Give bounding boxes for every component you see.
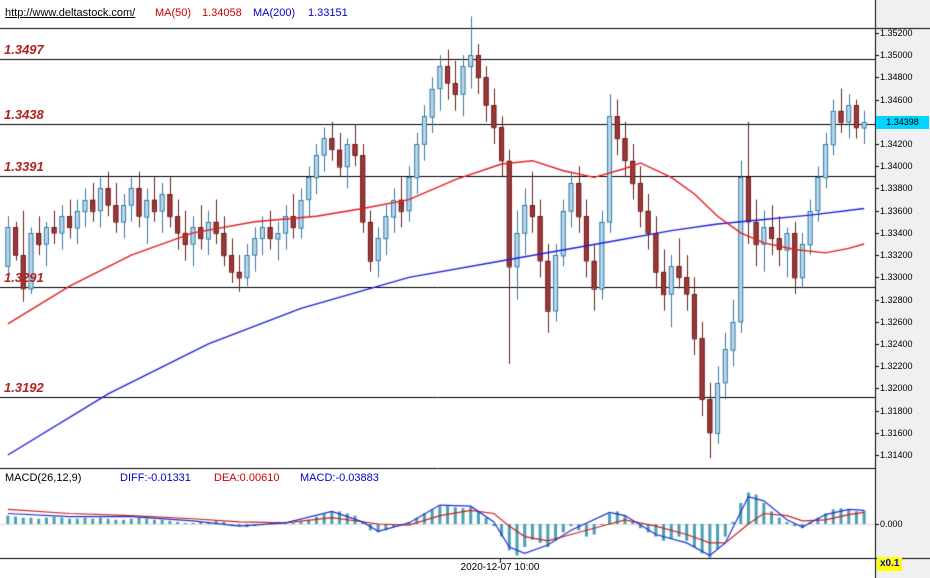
support-resistance-label: 1.3438 — [4, 107, 44, 123]
ma50-value: 1.34058 — [202, 7, 242, 19]
price-tick-label: 1.33600 — [880, 205, 913, 216]
price-tick-label: 1.35000 — [880, 50, 913, 61]
price-tick-label: 1.34000 — [880, 161, 913, 172]
macd-macd-value: MACD:-0.03883 — [300, 472, 379, 484]
price-tick-label: 1.32400 — [880, 338, 913, 349]
ma50-label: MA(50) — [155, 7, 192, 19]
watermark-link[interactable]: http://www.deltastock.com/ — [5, 7, 136, 19]
price-tick-label: 1.33000 — [880, 272, 913, 283]
ma200-value: 1.33151 — [308, 7, 348, 19]
macd-diff-value: DIFF:-0.01331 — [120, 472, 191, 484]
support-resistance-label: 1.3497 — [4, 41, 44, 57]
price-tick-label: 1.35200 — [880, 28, 913, 38]
macd-zero-label: 0.000 — [880, 519, 903, 529]
price-tick-label: 1.33200 — [880, 250, 913, 261]
price-tick-label: 1.34800 — [880, 72, 913, 83]
price-tick-label: 1.32200 — [880, 361, 913, 372]
price-tick-label: 1.31400 — [880, 449, 913, 460]
support-resistance-label: 1.3291 — [4, 270, 44, 286]
support-resistance-label: 1.3391 — [4, 159, 44, 175]
price-tick-label: 1.31800 — [880, 405, 913, 416]
price-tick-label: 1.31600 — [880, 427, 913, 438]
scale-multiplier-badge: x0.1 — [877, 557, 903, 571]
price-tick-label: 1.33800 — [880, 183, 913, 194]
price-tick-label: 1.32000 — [880, 383, 913, 394]
macd-title: MACD(26,12,9) — [5, 472, 82, 484]
current-price-tag: 1.34398 — [876, 116, 929, 129]
price-tick-label: 1.34200 — [880, 139, 913, 150]
price-tick-label: 1.33400 — [880, 227, 913, 238]
price-tick-label: 1.32600 — [880, 316, 913, 327]
price-tick-label: 1.34600 — [880, 94, 913, 105]
time-axis-label: 2020-12-07 10:00 — [460, 562, 540, 573]
support-resistance-label: 1.3192 — [4, 380, 44, 396]
ma200-label: MA(200) — [253, 7, 296, 19]
macd-dea-value: DEA:0.00610 — [214, 472, 280, 484]
price-tick-label: 1.32800 — [880, 294, 913, 305]
